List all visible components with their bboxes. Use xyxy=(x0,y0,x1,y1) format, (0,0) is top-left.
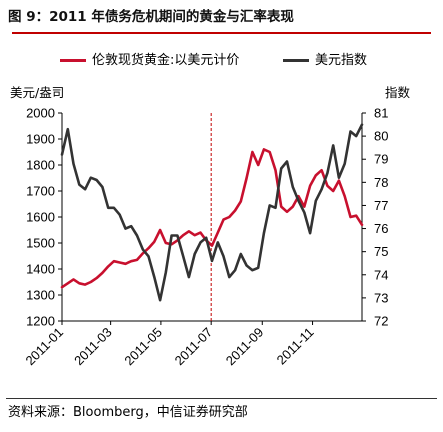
figure-title: 图 9：2011 年债务危机期间的黄金与汇率表现 xyxy=(6,2,437,34)
legend-label-gold: 伦敦现货黄金:以美元计价 xyxy=(92,53,240,68)
y-right-tick-label: 77 xyxy=(374,198,388,213)
y-right-tick-label: 75 xyxy=(374,244,388,259)
y-right-tick-label: 72 xyxy=(374,314,388,329)
y-left-tick-label: 2000 xyxy=(26,106,55,121)
legend-item-dxy: 美元指数 xyxy=(283,52,367,70)
title-underline xyxy=(12,32,431,34)
gold-price-line xyxy=(60,148,364,289)
x-tick-label: 2011-07 xyxy=(172,325,216,369)
y-right-tick-label: 73 xyxy=(374,290,388,305)
legend-swatch-dxy xyxy=(283,59,309,62)
y-left-tick-label: 1400 xyxy=(26,262,55,277)
x-tick-label: 2011-01 xyxy=(22,325,66,369)
y-left-tick-label: 1600 xyxy=(26,210,55,225)
y-left-tick-label: 1500 xyxy=(26,236,55,251)
y-right-axis-label: 指数 xyxy=(385,85,411,100)
x-tick-label: 2011-09 xyxy=(223,325,267,369)
chart-legend: 伦敦现货黄金:以美元计价 美元指数 xyxy=(60,52,430,70)
y-right-tick-label: 81 xyxy=(374,106,388,121)
y-right-tick-label: 78 xyxy=(374,175,388,190)
x-tick-label: 2011-05 xyxy=(121,325,165,369)
x-tick-label: 2011-03 xyxy=(71,325,115,369)
y-left-tick-label: 1700 xyxy=(26,184,55,199)
y-right-tick-label: 76 xyxy=(374,221,388,236)
y-right-tick-label: 79 xyxy=(374,152,388,167)
y-left-tick-label: 1900 xyxy=(26,132,55,147)
chart-canvas: 2000 1900 1800 1700 1600 1500 1400 1300 1200 81 80… xyxy=(22,106,388,369)
source-note: 资料来源：Bloomberg，中信证券研究部 xyxy=(8,405,248,420)
series-lines xyxy=(60,123,364,302)
y-left-tick-label: 1200 xyxy=(26,314,55,329)
footer-rule xyxy=(6,398,437,399)
y-left-tick-label: 1300 xyxy=(26,288,55,303)
y-left-tick-label: 1800 xyxy=(26,158,55,173)
y-left-axis-label: 美元/盎司 xyxy=(10,85,65,100)
legend-item-gold: 伦敦现货黄金:以美元计价 xyxy=(60,52,239,70)
y-right-tick-label: 80 xyxy=(374,129,388,144)
legend-swatch-gold xyxy=(60,59,86,62)
x-tick-label: 2011-11 xyxy=(274,325,317,368)
axes xyxy=(58,112,366,325)
figure-title-text: 图 9：2011 年债务危机期间的黄金与汇率表现 xyxy=(8,9,294,25)
y-right-tick-label: 74 xyxy=(374,267,388,282)
dollar-index-line xyxy=(60,123,364,302)
legend-label-dxy: 美元指数 xyxy=(315,53,368,68)
